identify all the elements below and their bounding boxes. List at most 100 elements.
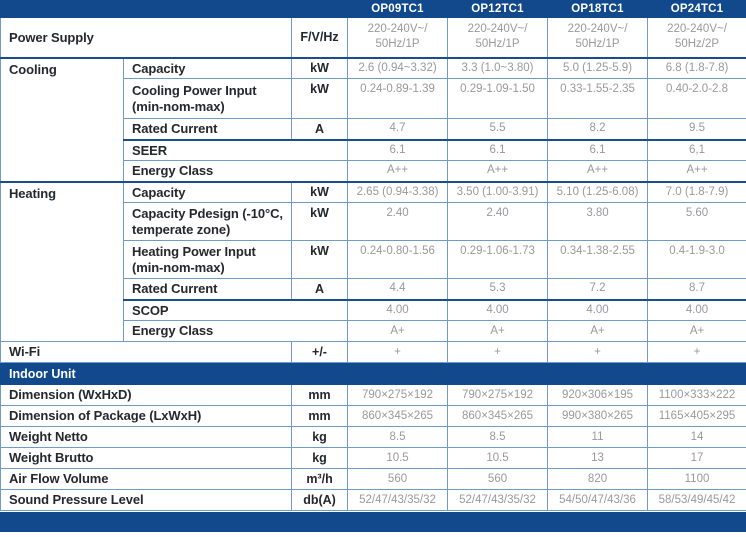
row-label: Weight Brutto bbox=[0, 447, 292, 469]
value-cell: 2.40 bbox=[447, 202, 549, 241]
value-cell: 790×275×192 bbox=[347, 384, 449, 406]
row-label: Rated Current bbox=[123, 278, 292, 300]
value-cell: 2.6 (0.94~3.32) bbox=[347, 56, 449, 79]
value-cell: 5.10 (1.25-6.08) bbox=[547, 180, 649, 203]
value-cell: 860×345×265 bbox=[447, 405, 549, 427]
row-heating-scop: SCOP 4.00 4.00 4.00 4.00 bbox=[1, 298, 746, 321]
row-power-supply: Power Supply F/V/Hz 220-240V~/ 50Hz/1P 2… bbox=[0, 17, 746, 58]
row-sound-pressure-level: Sound Pressure Level db(A) 52/47/43/35/3… bbox=[0, 489, 746, 511]
value-cell: 5.3 bbox=[447, 278, 549, 300]
row-label: Dimension (WxHxD) bbox=[0, 384, 292, 406]
row-cooling-energy-class: Energy Class A++ A++ A++ A++ bbox=[1, 160, 746, 182]
value-cell: 2.65 (0.94-3.38) bbox=[347, 180, 449, 203]
value-cell: 17 bbox=[647, 447, 746, 469]
value-cell: A+ bbox=[547, 320, 649, 342]
value-cell: 52/47/43/35/32 bbox=[347, 489, 449, 511]
value-cell: 0.29-1.06-1.73 bbox=[447, 240, 549, 279]
heating-group-label: Heating bbox=[0, 180, 124, 342]
unit-cell: kW bbox=[290, 202, 349, 241]
value-cell: 1100×333×222 bbox=[647, 384, 746, 406]
row-heating-power-input: Heating Power Input (min-nom-max) kW 0.2… bbox=[1, 240, 746, 279]
value-cell: 6.1 bbox=[347, 138, 449, 161]
row-label: Power Supply bbox=[0, 17, 292, 58]
value-cell: A+ bbox=[447, 320, 549, 342]
unit-cell: kW bbox=[290, 180, 349, 203]
row-label: Heating Power Input (min-nom-max) bbox=[123, 240, 292, 279]
cooling-group-label: Cooling bbox=[0, 56, 124, 182]
indoor-unit-section-bar: Indoor Unit bbox=[0, 362, 746, 385]
unit-cell: mm bbox=[290, 384, 349, 406]
row-wifi: Wi-Fi +/- + + + + bbox=[0, 341, 746, 363]
value-cell: A++ bbox=[647, 160, 746, 182]
value-cell: + bbox=[347, 341, 449, 363]
value-cell: 5.5 bbox=[447, 118, 549, 140]
value-cell: 1165×405×295 bbox=[647, 405, 746, 427]
unit-cell: kg bbox=[290, 426, 349, 448]
value-cell: 2.40 bbox=[347, 202, 449, 241]
unit-cell: F/V/Hz bbox=[290, 17, 349, 58]
value-cell: 0.40-2.0-2.8 bbox=[647, 78, 746, 119]
value-cell: A++ bbox=[347, 160, 449, 182]
value-cell: 6,1 bbox=[647, 138, 746, 161]
column-header-op12tc1: OP12TC1 bbox=[447, 0, 549, 18]
row-heating-capacity: Heating Capacity kW 2.65 (0.94-3.38) 3.5… bbox=[0, 180, 746, 342]
value-cell: 0.4-1.9-3.0 bbox=[647, 240, 746, 279]
value-cell: 9.5 bbox=[647, 118, 746, 140]
row-label: Wi-Fi bbox=[0, 341, 292, 363]
value-cell: 13 bbox=[547, 447, 649, 469]
unit-cell: m³/h bbox=[290, 468, 349, 490]
row-dimension: Dimension (WxHxD) mm 790×275×192 790×275… bbox=[0, 384, 746, 406]
value-cell: 6.1 bbox=[447, 138, 549, 161]
value-cell: 220-240V~/ 50Hz/2P bbox=[647, 17, 746, 58]
value-cell: 8.2 bbox=[547, 118, 649, 140]
value-cell: 10.5 bbox=[447, 447, 549, 469]
row-cooling-capacity: Cooling Capacity kW 2.6 (0.94~3.32) 3.3 … bbox=[0, 56, 746, 182]
row-label: Cooling Power Input (min-nom-max) bbox=[123, 78, 292, 119]
value-cell: 220-240V~/ 50Hz/1P bbox=[347, 17, 449, 58]
row-label: Sound Pressure Level bbox=[0, 489, 292, 511]
value-cell: 11 bbox=[547, 426, 649, 448]
row-weight-brutto: Weight Brutto kg 10.5 10.5 13 17 bbox=[0, 447, 746, 469]
section-title: Indoor Unit bbox=[0, 362, 746, 385]
row-label: SEER bbox=[122, 138, 349, 161]
column-header-op24tc1: OP24TC1 bbox=[647, 0, 746, 18]
value-cell: 3.50 (1.00-3.91) bbox=[447, 180, 549, 203]
row-label: Rated Current bbox=[123, 118, 292, 140]
value-cell: 820 bbox=[547, 468, 649, 490]
row-air-flow-volume: Air Flow Volume m³/h 560 560 820 1100 bbox=[0, 468, 746, 490]
value-cell: 4.7 bbox=[347, 118, 449, 140]
value-cell: + bbox=[447, 341, 549, 363]
value-cell: 560 bbox=[447, 468, 549, 490]
value-cell: 4.00 bbox=[347, 298, 449, 321]
value-cell: 6.8 (1.8-7.8) bbox=[647, 56, 746, 79]
unit-cell: mm bbox=[290, 405, 349, 427]
value-cell: 4.00 bbox=[447, 298, 549, 321]
unit-cell: +/- bbox=[290, 341, 349, 363]
value-cell: 8.7 bbox=[647, 278, 746, 300]
value-cell: 220-240V~/ 50Hz/1P bbox=[447, 17, 549, 58]
value-cell: 3.3 (1.0~3.80) bbox=[447, 56, 549, 79]
value-cell: 0.24-0.89-1.39 bbox=[347, 78, 449, 119]
value-cell: 6.1 bbox=[547, 138, 649, 161]
row-weight-netto: Weight Netto kg 8.5 8.5 11 14 bbox=[0, 426, 746, 448]
row-label: Energy Class bbox=[122, 320, 349, 342]
unit-cell: A bbox=[290, 118, 349, 140]
value-cell: 0.34-1.38-2.55 bbox=[547, 240, 649, 279]
row-dimension-package: Dimension of Package (LxWxH) mm 860×345×… bbox=[0, 405, 746, 427]
row-label: Energy Class bbox=[122, 160, 349, 182]
value-cell: 5.0 (1.25-5.9) bbox=[547, 56, 649, 79]
value-cell: 58/53/49/45/42 bbox=[647, 489, 746, 511]
value-cell: 0.24-0.80-1.56 bbox=[347, 240, 449, 279]
value-cell: A++ bbox=[447, 160, 549, 182]
bottom-bar bbox=[0, 512, 746, 532]
value-cell: 560 bbox=[347, 468, 449, 490]
value-cell: 0.33-1.55-2.35 bbox=[547, 78, 649, 119]
row-label: SCOP bbox=[122, 298, 349, 321]
value-cell: 860×345×265 bbox=[347, 405, 449, 427]
value-cell: 0.29-1.09-1.50 bbox=[447, 78, 549, 119]
unit-cell: db(A) bbox=[290, 489, 349, 511]
value-cell: 920×306×195 bbox=[547, 384, 649, 406]
value-cell: 790×275×192 bbox=[447, 384, 549, 406]
row-heating-rated-current: Rated Current A 4.4 5.3 7.2 8.7 bbox=[1, 278, 746, 300]
value-cell: 220-240V~/ 50Hz/1P bbox=[547, 17, 649, 58]
